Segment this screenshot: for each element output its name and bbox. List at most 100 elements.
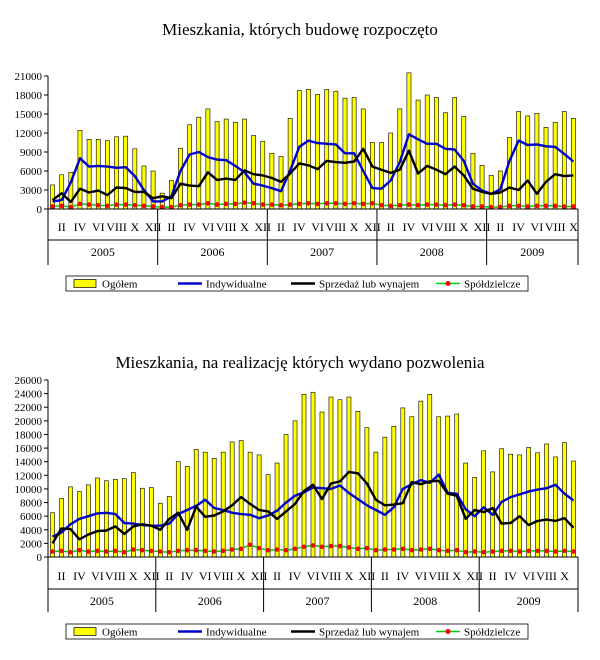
month-label: IV: [512, 220, 525, 234]
series-marker: [498, 204, 503, 210]
series-marker: [238, 546, 244, 552]
series-marker: [274, 547, 280, 552]
month-label: XII: [466, 569, 483, 583]
series-line-4: [52, 201, 574, 208]
month-label: XII: [474, 220, 491, 234]
series-marker: [351, 201, 357, 206]
bar: [443, 112, 448, 210]
series-marker: [571, 204, 576, 209]
bar: [552, 121, 558, 210]
series-marker: [86, 202, 92, 207]
bar: [544, 443, 549, 558]
bar: [95, 477, 100, 558]
series-marker: [370, 201, 375, 206]
series-marker: [517, 549, 522, 554]
month-label: VIII: [326, 220, 347, 234]
month-label: VI: [522, 569, 535, 583]
month-label: VIII: [536, 569, 557, 583]
series-marker: [68, 204, 74, 210]
month-label: VI: [421, 220, 434, 234]
series-marker: [77, 201, 83, 207]
month-label: VIII: [545, 220, 566, 234]
month-label: II: [58, 220, 66, 234]
bar: [251, 135, 256, 210]
month-label: VI: [199, 569, 212, 583]
bar: [571, 118, 576, 210]
series-marker: [342, 201, 348, 207]
series-marker: [427, 546, 433, 552]
series-marker: [516, 203, 521, 209]
month-label: VIII: [435, 220, 456, 234]
bar: [196, 116, 202, 210]
month-label: IV: [181, 569, 194, 583]
month-label: X: [129, 569, 138, 583]
bar: [391, 425, 397, 558]
legend-label: Spółdzielcze: [464, 627, 520, 639]
series-marker: [333, 201, 339, 206]
legend-label: Indywidualne: [206, 279, 267, 291]
series-marker: [169, 204, 174, 210]
y-tick-label: 14000: [15, 457, 43, 469]
bar: [535, 452, 540, 558]
y-tick-label: 26000: [15, 375, 43, 387]
month-label: IV: [289, 569, 302, 583]
series-marker: [310, 543, 316, 548]
bar: [187, 124, 192, 210]
series-marker: [292, 546, 298, 552]
month-label: X: [350, 220, 359, 234]
bar: [131, 472, 136, 558]
bar: [370, 142, 375, 210]
bar: [479, 165, 485, 210]
bar: [178, 147, 183, 210]
series-marker: [50, 549, 55, 554]
bar: [328, 396, 334, 558]
bar: [516, 111, 521, 210]
bar: [324, 89, 330, 210]
series-marker: [324, 201, 330, 206]
series-marker: [242, 200, 247, 205]
month-label: VIII: [321, 569, 342, 583]
bar: [150, 170, 156, 210]
series-marker: [233, 201, 238, 207]
series-marker: [544, 548, 549, 554]
series-marker: [490, 549, 495, 554]
series-marker: [379, 202, 384, 208]
series-marker: [364, 545, 370, 551]
series-marker: [454, 547, 460, 553]
series-marker: [86, 549, 91, 554]
month-label: VIII: [213, 569, 234, 583]
month-label: X: [569, 220, 578, 234]
legend-swatch-bar: [73, 279, 97, 288]
bar: [140, 487, 145, 558]
bar: [360, 108, 366, 210]
series-marker: [104, 549, 109, 554]
year-label: 2007: [310, 245, 334, 259]
bar: [454, 413, 460, 558]
bar: [193, 449, 199, 558]
month-label: VIII: [105, 569, 126, 583]
bar: [553, 456, 558, 558]
month-label: II: [387, 220, 395, 234]
series-marker: [397, 202, 403, 208]
series-marker: [472, 549, 477, 554]
month-label: X: [459, 220, 468, 234]
bar: [229, 441, 235, 558]
bar: [310, 391, 316, 558]
series-marker: [306, 201, 311, 206]
series-marker: [499, 548, 504, 554]
series-marker: [463, 549, 469, 555]
series-marker: [553, 549, 558, 554]
y-tick-label: 12000: [15, 128, 43, 140]
series-marker: [166, 549, 172, 555]
series-marker: [409, 547, 415, 553]
series-marker: [552, 203, 558, 209]
legend-label: Ogółem: [102, 279, 138, 291]
series-marker: [415, 202, 421, 208]
month-label: IV: [183, 220, 196, 234]
bar: [256, 454, 262, 558]
legend-label: Spółdzielcze: [464, 279, 520, 291]
bar: [105, 140, 110, 210]
month-label: VIII: [106, 220, 127, 234]
series-marker: [319, 544, 325, 550]
bar: [104, 480, 109, 558]
